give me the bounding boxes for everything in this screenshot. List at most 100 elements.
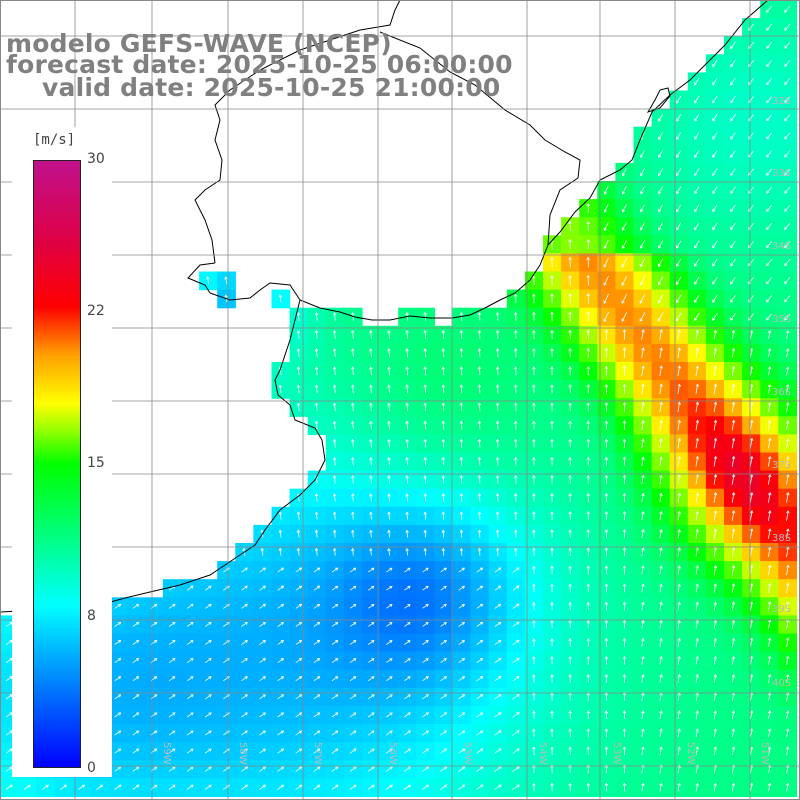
wind-arrow (694, 258, 700, 267)
wind-arrow (241, 730, 248, 736)
wind-arrow (713, 347, 718, 358)
wind-arrow (386, 585, 393, 591)
wind-arrow (749, 673, 754, 683)
wind-speed-cell (724, 199, 743, 218)
wind-arrow (694, 77, 700, 86)
wind-speed-cell (724, 271, 743, 291)
wind-speed-cell (760, 181, 779, 200)
wind-arrow (784, 114, 791, 122)
wind-arrow (550, 402, 554, 412)
wind-speed-cell (362, 651, 381, 671)
wind-speed-cell (488, 561, 508, 580)
wind-arrow (204, 585, 212, 591)
wind-speed-cell (398, 651, 417, 671)
wind-arrow (622, 547, 627, 557)
wind-arrow (459, 493, 464, 502)
wind-arrow (639, 276, 646, 286)
wind-speed-cell (452, 597, 472, 616)
wind-arrow (676, 294, 682, 304)
wind-speed-cell (398, 724, 417, 743)
wind-arrow (550, 565, 554, 575)
wind-speed-cell (108, 633, 128, 653)
wind-arrow (277, 676, 285, 682)
wind-speed-cell (724, 235, 743, 254)
wind-speed-cell (271, 742, 291, 761)
wind-arrow (422, 676, 429, 682)
wind-arrow (730, 59, 736, 68)
wind-arrow (659, 510, 663, 521)
wind-arrow (331, 640, 339, 645)
wind-speed-cell (271, 778, 291, 797)
wind-speed-cell (778, 289, 797, 309)
colorbar-tick-label: 0 (87, 760, 96, 776)
wind-arrow (476, 585, 484, 591)
wind-speed-cell (217, 579, 236, 598)
wind-arrow (786, 637, 790, 647)
wind-arrow (786, 492, 790, 503)
wind-speed-cell (506, 778, 526, 797)
wind-arrow (586, 347, 590, 358)
wind-speed-cell (416, 669, 435, 689)
wind-speed-cell (217, 651, 236, 671)
wind-speed-cell (687, 126, 707, 146)
wind-arrow (440, 603, 447, 609)
wind-arrow (749, 437, 754, 449)
wind-arrow (730, 222, 736, 231)
wind-arrow (731, 492, 736, 503)
wind-arrow (641, 782, 645, 792)
wind-speed-cell (488, 705, 508, 725)
wind-arrow (351, 547, 355, 556)
wind-arrow (658, 186, 664, 195)
wind-speed-cell (633, 181, 653, 200)
wind-arrow (713, 365, 718, 376)
wind-arrow (331, 567, 339, 573)
wind-arrow (712, 222, 718, 231)
wind-arrow (204, 640, 212, 645)
uruguay-coast (209, 244, 549, 321)
wind-arrow (622, 383, 627, 394)
wind-arrow (241, 676, 248, 682)
wind-arrow (586, 710, 590, 720)
wind-arrow (586, 239, 590, 249)
wind-arrow (550, 420, 554, 430)
wind-speed-cell (289, 778, 309, 797)
wind-speed-cell (760, 126, 779, 146)
wind-speed-cell (289, 651, 309, 671)
wind-arrow (677, 365, 681, 377)
wind-speed-cell (162, 579, 182, 598)
wind-speed-cell (724, 90, 743, 110)
wind-arrow (603, 275, 609, 286)
wind-arrow (204, 621, 212, 627)
wind-speed-cell (162, 615, 182, 635)
wind-speed-cell (307, 615, 327, 635)
wind-arrow (260, 547, 264, 556)
wind-speed-cell (108, 705, 128, 725)
wind-arrow (441, 511, 446, 520)
wind-arrow (241, 748, 248, 754)
wind-speed-cell (307, 579, 327, 598)
wind-speed-cell (742, 253, 761, 273)
wind-speed-cell (271, 615, 291, 635)
wind-speed-cell (488, 742, 508, 761)
wind-arrow (477, 438, 482, 448)
wind-arrow (369, 547, 373, 556)
wind-speed-cell (705, 144, 725, 164)
wind-arrow (514, 348, 518, 358)
wind-arrow (712, 240, 718, 249)
wind-arrow (604, 782, 609, 792)
wind-arrow (313, 748, 321, 754)
wind-arrow (676, 222, 682, 231)
wind-arrow (458, 748, 466, 754)
wind-arrow (295, 676, 303, 682)
wind-arrow (477, 511, 482, 520)
wind-speed-cell (126, 669, 146, 689)
wind-arrow (532, 493, 536, 502)
wind-arrow (331, 712, 339, 718)
wind-arrow (731, 728, 736, 738)
wind-arrow (296, 547, 301, 556)
wind-arrow (641, 365, 645, 377)
wind-arrow (114, 694, 122, 700)
wind-arrow (749, 510, 754, 521)
wind-speed-cell (434, 705, 454, 725)
wind-arrow (277, 748, 285, 754)
